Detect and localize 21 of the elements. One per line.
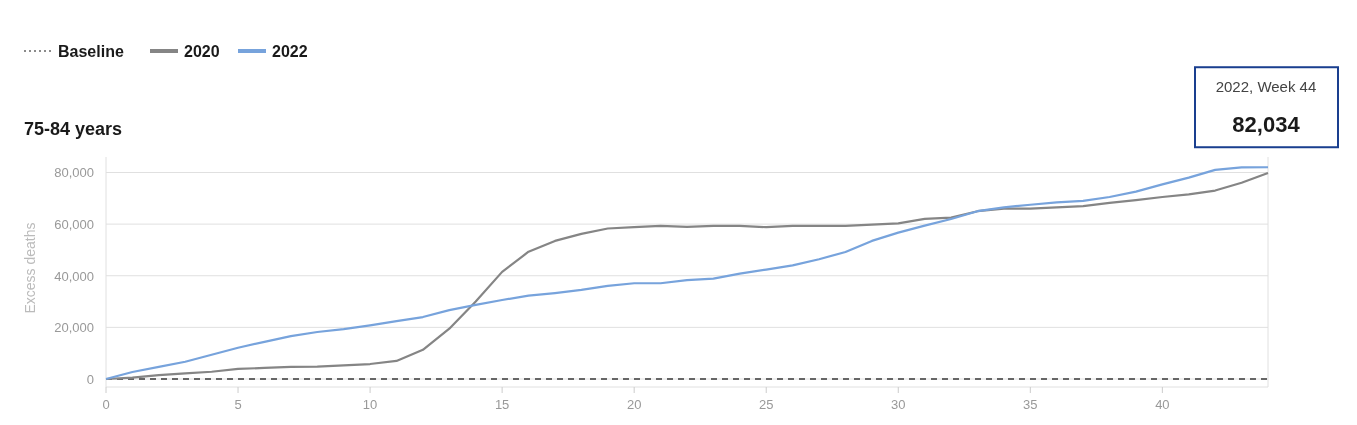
x-tick-label: 40	[1155, 397, 1170, 412]
y-tick-label: 80,000	[54, 165, 94, 181]
legend-label: Baseline	[58, 43, 124, 60]
y-tick-label: 20,000	[54, 320, 94, 336]
x-tick-label: 25	[758, 397, 774, 412]
annotation: 82,034	[1232, 112, 1301, 138]
chart-title: 75-84 years	[24, 119, 123, 139]
x-tick-label: 35	[1023, 397, 1038, 412]
x-tick-label: 15	[494, 397, 510, 412]
x-tick-label: 5	[234, 397, 242, 412]
x-tick-label: 10	[362, 397, 378, 412]
y-axis-title: Excess deaths	[22, 222, 38, 314]
y-tick-label: 0	[86, 372, 94, 387]
legend-label: 2022	[272, 43, 308, 60]
text: 2022, Week 44	[1215, 78, 1317, 96]
legend-label: 2020	[184, 43, 220, 60]
y-tick-label: 40,000	[54, 268, 94, 284]
x-tick-label: 0	[102, 397, 110, 412]
y-tick-label: 60,000	[54, 217, 94, 233]
x-tick-label: 30	[891, 397, 906, 412]
x-tick-label: 20	[626, 397, 642, 412]
